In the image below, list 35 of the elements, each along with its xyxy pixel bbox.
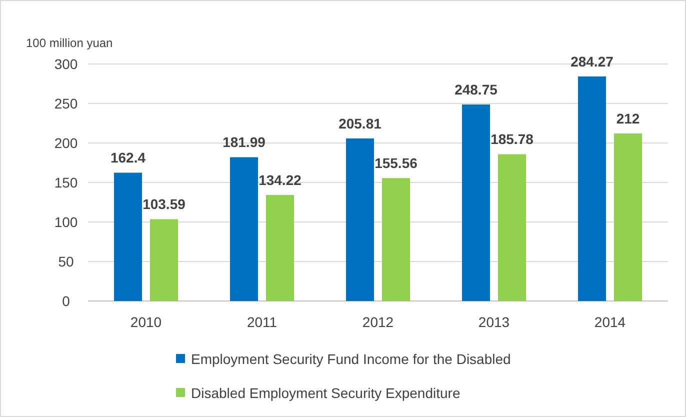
bar — [150, 219, 178, 301]
data-label: 212 — [616, 110, 640, 127]
data-label: 103.59 — [142, 196, 186, 212]
bar — [498, 154, 526, 301]
x-tick-label: 2014 — [594, 314, 626, 330]
data-label: 155.56 — [374, 155, 418, 172]
x-tick-label: 2013 — [478, 314, 510, 330]
bar — [266, 194, 294, 301]
legend-label: Disabled Employment Security Expenditure — [191, 384, 460, 401]
bar — [382, 178, 410, 301]
bar — [230, 157, 258, 301]
y-tick-label: 50 — [58, 253, 74, 270]
y-axis-title: 100 million yuan — [26, 36, 113, 50]
data-label: 134.22 — [258, 172, 302, 188]
legend-label: Employment Security Fund Income for the Disabled — [191, 350, 511, 367]
x-tick-label: 2010 — [130, 314, 162, 330]
data-label: 181.99 — [222, 134, 266, 150]
data-label: 162.4 — [110, 150, 146, 166]
y-tick-label: 150 — [54, 174, 78, 190]
y-tick-label: 250 — [54, 95, 78, 112]
data-label: 248.75 — [454, 81, 498, 98]
data-label: 205.81 — [338, 115, 382, 132]
y-tick-label: 0 — [62, 292, 70, 309]
bar — [614, 134, 642, 301]
bar — [578, 76, 606, 301]
bar — [346, 138, 374, 301]
y-tick-label: 300 — [54, 56, 78, 72]
y-tick-label: 100 — [54, 214, 78, 230]
x-tick-label: 2011 — [246, 314, 278, 330]
data-label: 284.27 — [570, 53, 614, 70]
bar — [462, 104, 490, 301]
data-label: 185.78 — [490, 131, 534, 148]
bar — [114, 172, 142, 301]
x-tick-label: 2012 — [362, 314, 394, 330]
y-tick-label: 200 — [54, 134, 78, 151]
